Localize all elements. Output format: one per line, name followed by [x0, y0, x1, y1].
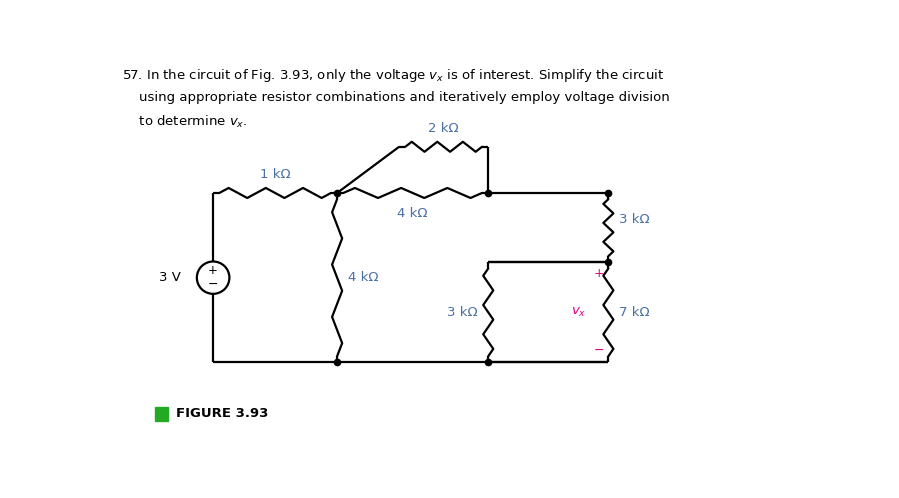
Text: 57. In the circuit of Fig. 3.93, only the voltage $v_x$ is of interest. Simplify: 57. In the circuit of Fig. 3.93, only th… — [121, 67, 664, 85]
Text: to determine $v_x$.: to determine $v_x$. — [121, 114, 247, 130]
Text: $v_x$: $v_x$ — [571, 306, 587, 319]
Text: +: + — [209, 264, 218, 277]
Text: −: − — [208, 278, 218, 291]
Text: 3 kΩ: 3 kΩ — [619, 214, 650, 227]
Text: 1 kΩ: 1 kΩ — [260, 168, 290, 181]
Text: 4 kΩ: 4 kΩ — [397, 207, 428, 220]
Text: 2 kΩ: 2 kΩ — [429, 122, 459, 135]
Text: +: + — [593, 267, 604, 280]
Text: FIGURE 3.93: FIGURE 3.93 — [176, 407, 268, 420]
Text: 7 kΩ: 7 kΩ — [619, 306, 650, 319]
Bar — [155, 407, 168, 420]
Text: using appropriate resistor combinations and iteratively employ voltage division: using appropriate resistor combinations … — [121, 91, 670, 104]
Text: 3 kΩ: 3 kΩ — [447, 306, 477, 319]
Text: 3 V: 3 V — [159, 271, 181, 284]
Text: 4 kΩ: 4 kΩ — [348, 271, 378, 284]
Text: −: − — [594, 344, 604, 358]
